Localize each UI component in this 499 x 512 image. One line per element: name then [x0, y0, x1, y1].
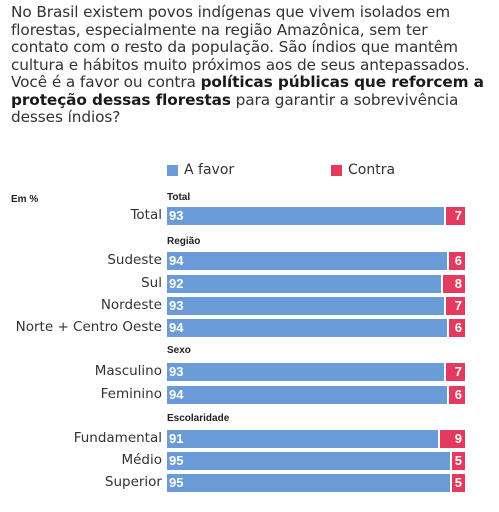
bar-contra-value: 5	[454, 453, 462, 468]
row-label: Total	[130, 207, 162, 223]
chart-legend: A favor Contra	[0, 162, 499, 182]
bar-contra: 8	[443, 275, 465, 293]
bar-favor: 92	[167, 275, 441, 293]
legend-label-favor: A favor	[184, 162, 235, 178]
bar-favor-value: 94	[169, 387, 184, 402]
legend-label-contra: Contra	[348, 162, 396, 178]
bar-favor-value: 93	[169, 208, 184, 223]
bar-row: 95 5	[167, 474, 465, 492]
bar-contra-value: 8	[454, 276, 462, 291]
bar-favor-value: 91	[169, 431, 184, 446]
bar-contra: 5	[452, 474, 465, 492]
bar-contra-value: 7	[454, 364, 462, 379]
bar-contra-value: 7	[454, 208, 462, 223]
bar-favor: 95	[167, 452, 450, 470]
question-line: Você é a favor ou contra	[11, 73, 201, 91]
bar-favor: 94	[167, 319, 447, 337]
question-line: florestas, especialmente na região Amazô…	[11, 20, 428, 39]
bar-favor-value: 94	[169, 320, 184, 335]
bar-contra-value: 7	[454, 298, 462, 313]
bar-favor-value: 93	[169, 364, 184, 379]
row-label: Feminino	[100, 386, 162, 402]
group-title: Região	[167, 236, 201, 247]
bar-row: 94 6	[167, 319, 465, 337]
row-label: Nordeste	[100, 297, 162, 313]
bar-favor-value: 92	[169, 276, 184, 291]
row-label: Masculino	[94, 363, 162, 379]
bar-row: 94 6	[167, 386, 465, 404]
question-emphasis: proteção dessas florestas	[11, 90, 231, 109]
bar-favor: 93	[167, 363, 444, 381]
unit-label: Em %	[11, 194, 39, 205]
row-label: Sul	[141, 275, 162, 291]
bar-contra-value: 6	[454, 387, 462, 402]
legend-swatch-contra	[331, 164, 342, 176]
question-line: para garantir a sobrevivência	[230, 90, 459, 109]
bar-row: 93 7	[167, 363, 465, 381]
bar-row: 95 5	[167, 452, 465, 470]
legend-item-favor: A favor	[167, 162, 234, 178]
bar-row: 93 7	[167, 297, 465, 315]
bar-row: 91 9	[167, 430, 465, 448]
bar-contra-value: 5	[454, 475, 462, 490]
question-line: cultura e hábitos muito próximos aos de …	[11, 55, 470, 74]
bar-contra: 9	[440, 430, 465, 448]
bar-favor: 93	[167, 207, 444, 225]
question-line: No Brasil existem povos indígenas que vi…	[11, 3, 451, 21]
bar-favor: 94	[167, 252, 447, 270]
bar-contra: 7	[446, 297, 465, 315]
row-label: Norte + Centro Oeste	[15, 319, 162, 335]
row-label: Sudeste	[107, 252, 162, 268]
bar-row: 92 8	[167, 275, 465, 293]
bar-contra-value: 6	[454, 320, 462, 335]
row-label: Médio	[121, 452, 162, 468]
bar-contra: 6	[449, 252, 465, 270]
legend-item-contra: Contra	[331, 162, 395, 178]
bar-contra: 7	[446, 363, 465, 381]
bar-contra: 6	[449, 319, 465, 337]
bar-contra-value: 9	[454, 431, 462, 446]
row-label: Fundamental	[73, 430, 162, 446]
group-title: Sexo	[167, 345, 191, 356]
group-title: Total	[167, 192, 191, 203]
question-line: desses índios?	[11, 108, 121, 126]
bar-favor-value: 93	[169, 298, 184, 313]
row-label: Superior	[104, 474, 162, 490]
bar-row: 93 7	[167, 207, 465, 225]
bar-favor-value: 94	[169, 253, 184, 268]
group-title: Escolaridade	[167, 413, 230, 424]
bar-favor-value: 95	[169, 453, 184, 468]
legend-swatch-favor	[167, 164, 178, 176]
bar-favor: 95	[167, 474, 450, 492]
question-text: No Brasil existem povos indígenas que vi…	[11, 3, 491, 127]
question-emphasis: políticas públicas que reforcem a	[200, 73, 484, 91]
bar-favor: 91	[167, 430, 438, 448]
bar-contra: 7	[446, 207, 465, 225]
bar-row: 94 6	[167, 252, 465, 270]
bar-contra: 5	[452, 452, 465, 470]
bar-favor: 93	[167, 297, 444, 315]
bar-favor-value: 95	[169, 475, 184, 490]
bar-contra: 6	[449, 386, 465, 404]
question-line: contato com o resto da população. São ín…	[11, 38, 458, 56]
bar-contra-value: 6	[454, 253, 462, 268]
bar-favor: 94	[167, 386, 447, 404]
